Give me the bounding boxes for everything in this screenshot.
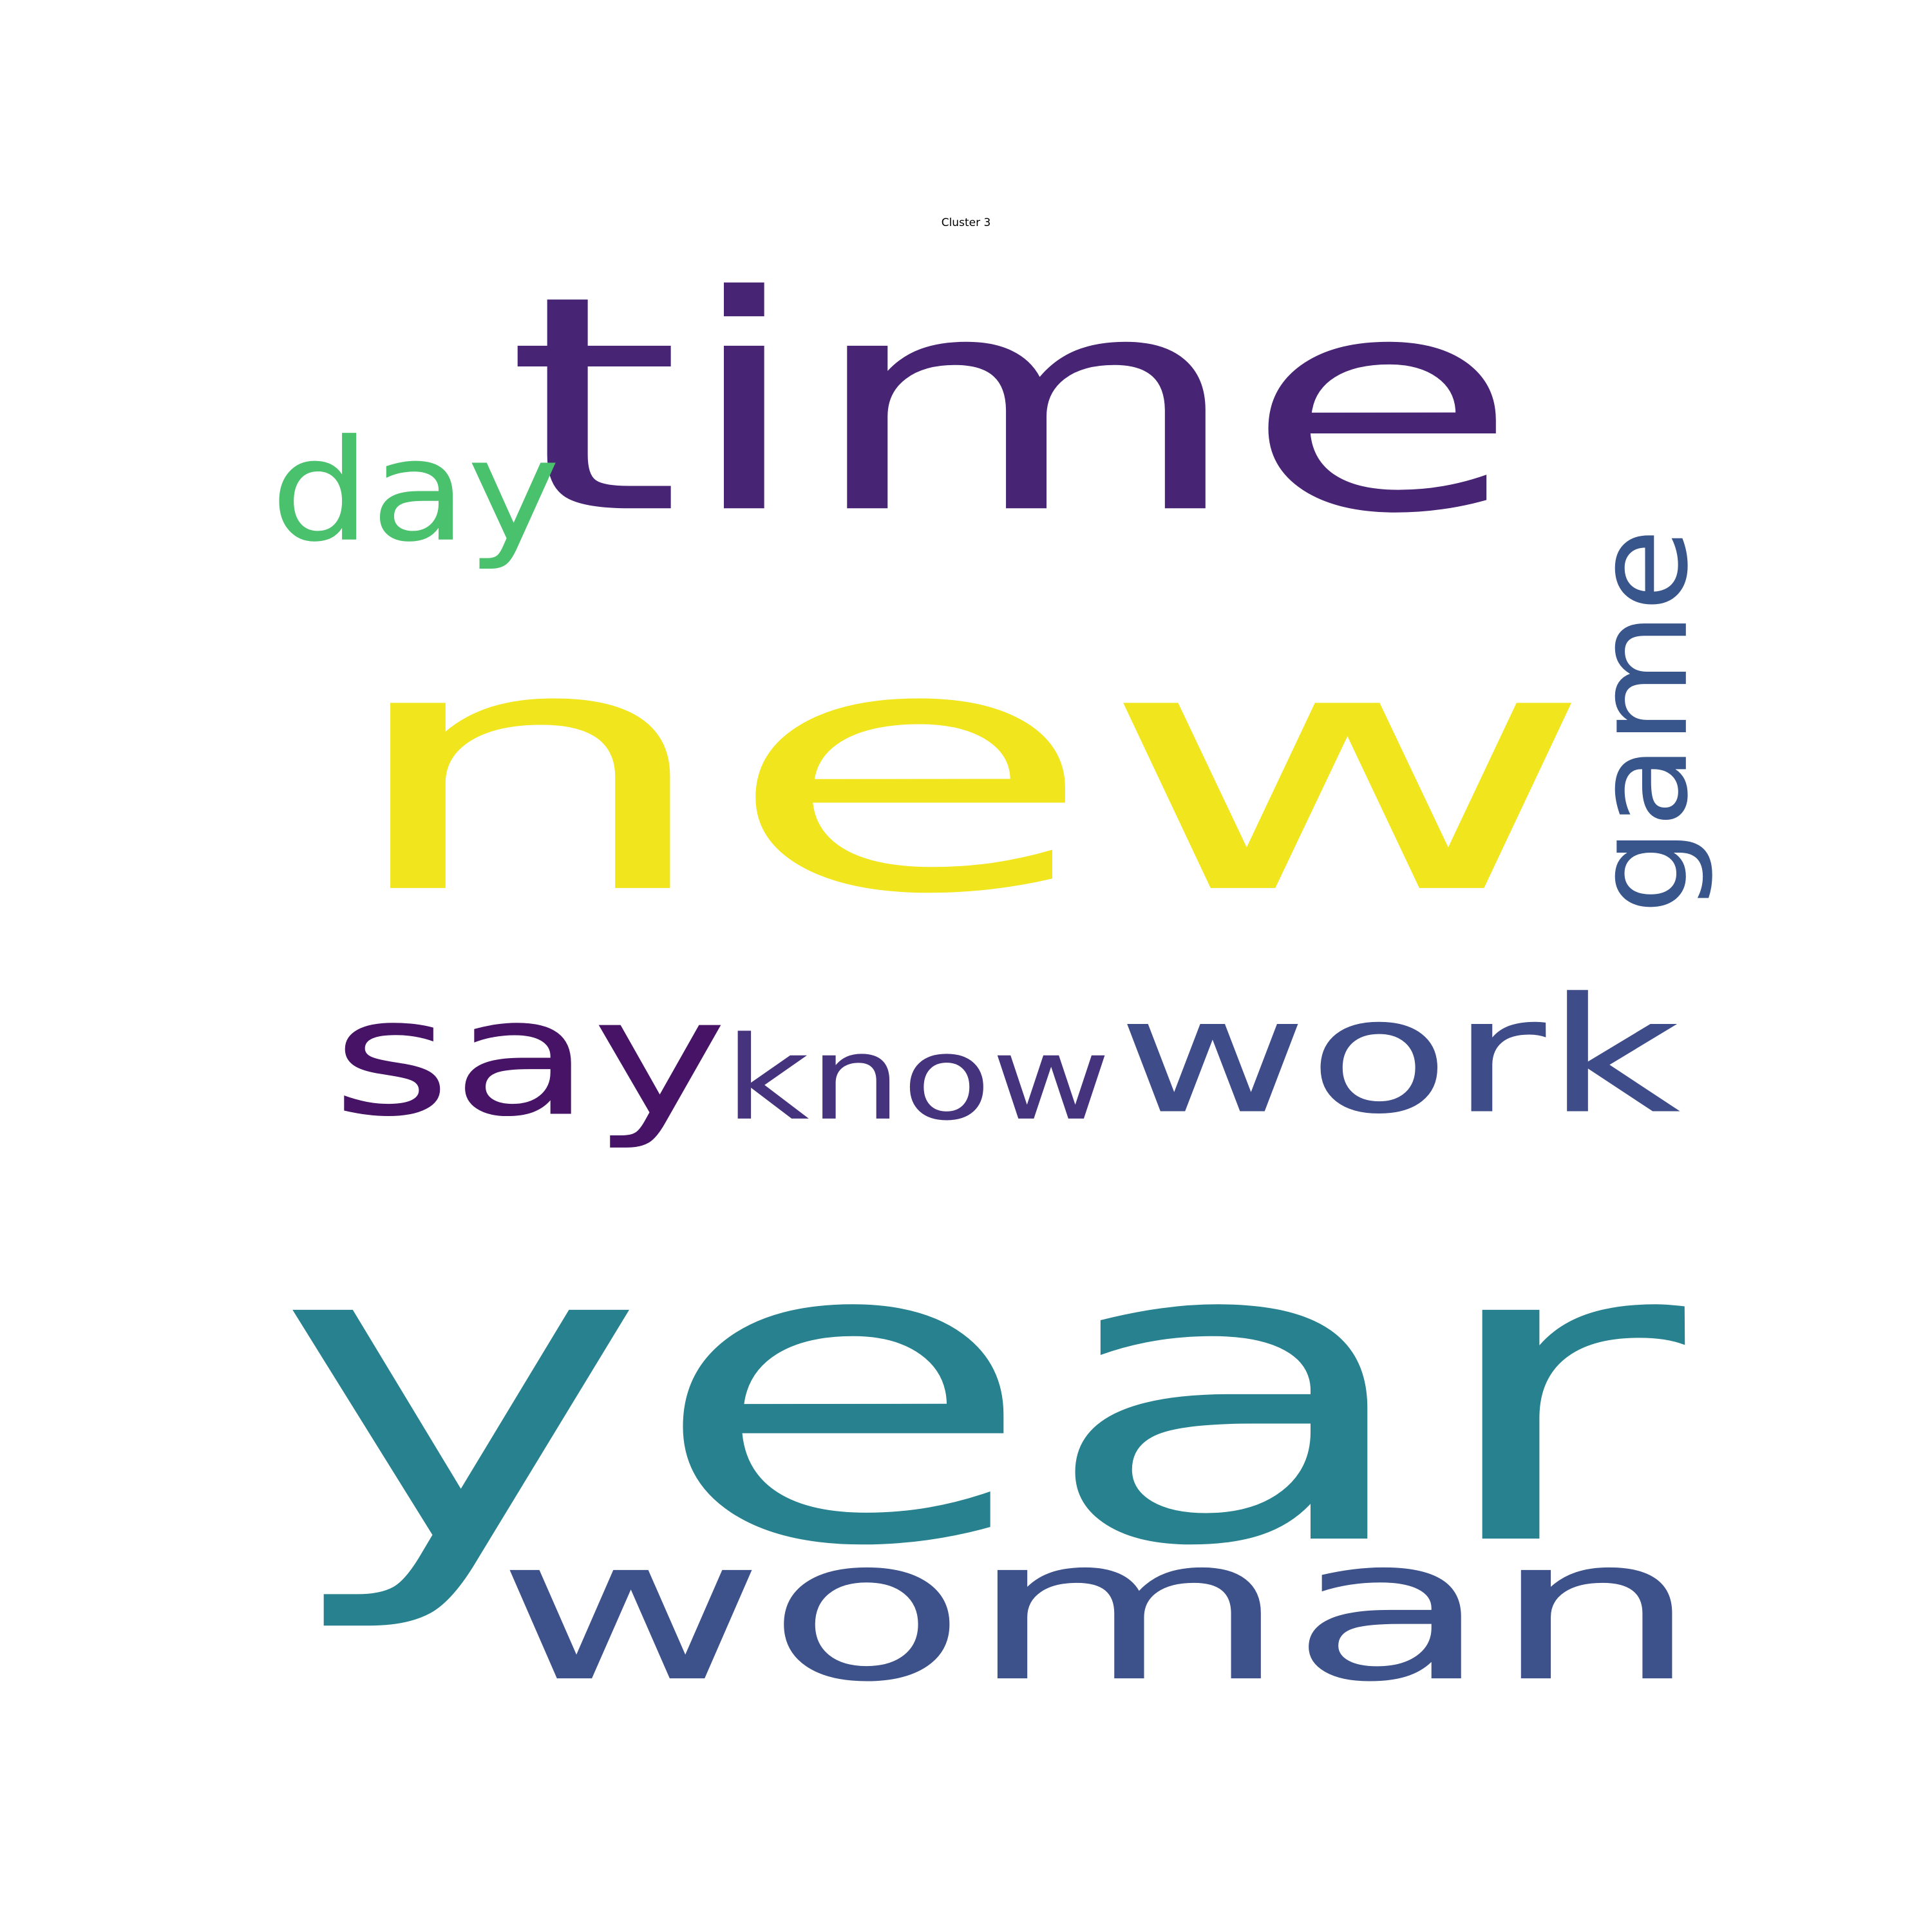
word-work: work [1117, 963, 1681, 1150]
word-woman: woman [496, 1495, 1700, 1725]
figure-title: Cluster 3 [941, 216, 991, 229]
word-say: say [332, 963, 728, 1152]
word-time: time [506, 232, 1520, 578]
word-game: game [1569, 528, 1716, 914]
word-know: know [724, 1012, 1111, 1146]
word-year: year [274, 1151, 1692, 1638]
word-day: day [270, 409, 560, 573]
word-new: new [335, 574, 1597, 968]
